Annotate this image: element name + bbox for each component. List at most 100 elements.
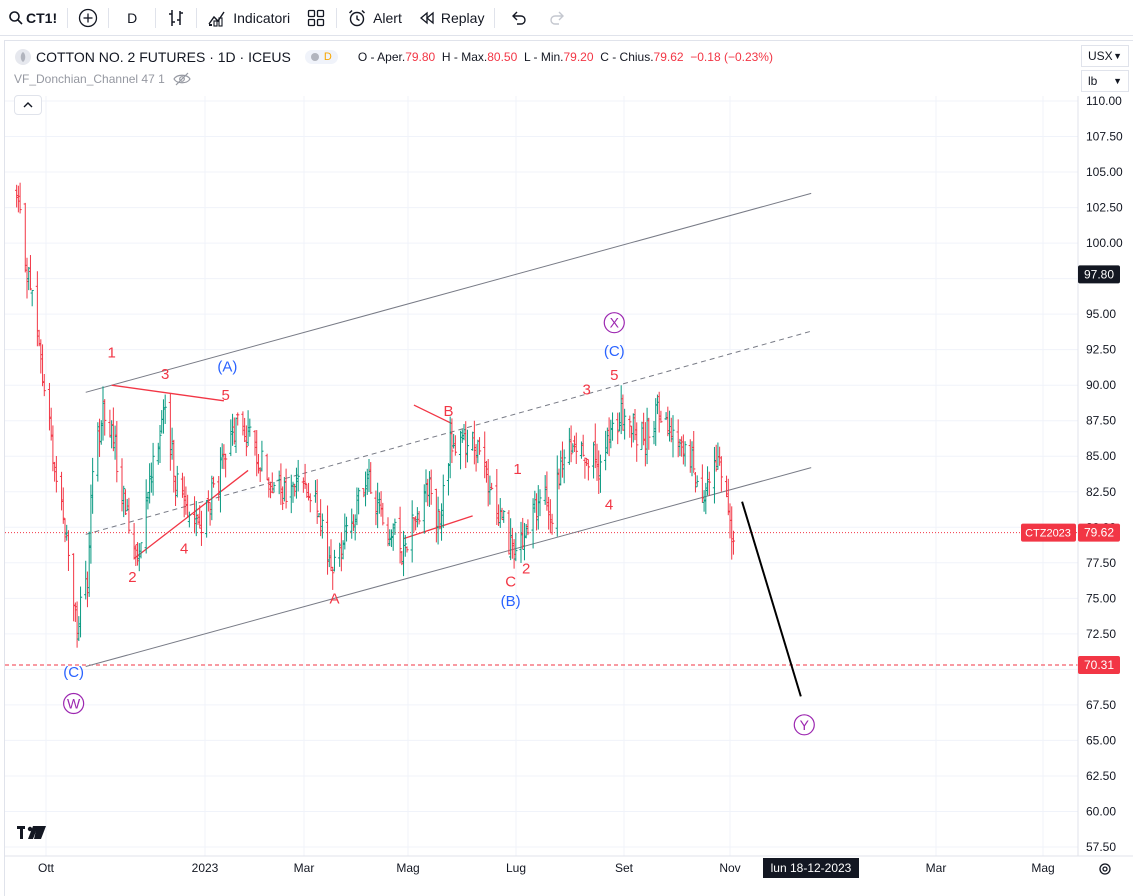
market-status-badge[interactable]: D (304, 50, 338, 64)
chart-grid (5, 96, 1078, 856)
wave-label: A (329, 590, 339, 607)
wave-label-text: X (610, 315, 620, 331)
ohlc-bar (483, 431, 487, 479)
price-tick-label: 65.00 (1086, 733, 1116, 747)
ohlc-bar (507, 510, 511, 555)
symbol-search-button[interactable]: CT1! (0, 0, 65, 36)
ohlc-bar (405, 546, 409, 553)
ohlc-bar (175, 465, 179, 498)
ohlc-bar (89, 484, 93, 564)
wave-label: 1 (513, 461, 521, 478)
ohlc-bar (173, 475, 178, 507)
ohlc-bar (388, 529, 392, 547)
price-tick-label: 110.00 (1086, 94, 1122, 108)
ohlc-bar (127, 497, 131, 534)
time-tick-label: Mag (1031, 861, 1054, 875)
chevron-down-icon: ▼ (1113, 51, 1122, 61)
ohlc-bar (393, 518, 397, 535)
chevron-down-icon: ▼ (1113, 76, 1122, 86)
ohlc-bar (160, 410, 164, 434)
ohlc-bar (488, 475, 492, 505)
top-toolbar: CT1! D Indicatori Alert Replay (0, 0, 1133, 36)
interval-button[interactable]: D (111, 0, 153, 36)
ohlc-bar (514, 532, 518, 562)
symbol-title[interactable]: COTTON NO. 2 FUTURES · 1D · ICEUS (36, 49, 291, 65)
ohlc-bar (16, 185, 20, 213)
ohlc-bar (712, 446, 717, 504)
ohlc-bar (398, 506, 402, 564)
red-line-line (413, 404, 453, 425)
price-tick-label: 77.50 (1086, 556, 1116, 570)
ohlc-bar (533, 490, 537, 513)
ohlc-bar (172, 439, 176, 493)
ohlc-bar (156, 442, 160, 465)
indicator-legend-row[interactable]: VF_Donchian_Channel 47 1 (14, 72, 191, 86)
replay-button[interactable]: Replay (410, 0, 493, 36)
eye-hidden-icon[interactable] (173, 72, 191, 86)
ohlc-bar (39, 339, 43, 374)
indicators-button[interactable]: Indicatori (199, 0, 298, 36)
ohlc-bar (319, 499, 323, 537)
collapse-legend-button[interactable] (14, 95, 42, 115)
ohlc-bar (367, 458, 371, 493)
open-value: 79.80 (405, 50, 436, 64)
time-axis[interactable]: Ott 2023 Mar Mag Lug Set Nov Mar Mag lun 18-12-20… (5, 855, 1133, 878)
ohlc-bar (30, 289, 34, 307)
ohlc-bar (108, 409, 112, 438)
settings-icon[interactable] (1099, 863, 1111, 875)
ohlc-bar (73, 602, 77, 622)
ohlc-bar (604, 430, 608, 471)
ohlc-bar (719, 456, 723, 492)
layout-button[interactable] (298, 0, 334, 36)
undo-button[interactable] (497, 0, 539, 36)
ohlc-bar (522, 522, 527, 561)
ohlc-bar (66, 530, 71, 571)
ohlc-bar (439, 503, 444, 541)
ohlc-bar (572, 435, 577, 452)
tradingview-logo (17, 826, 46, 839)
ohlc-bar (707, 471, 711, 496)
ohlc-bar (486, 459, 490, 507)
bar-chart-type-icon (169, 9, 184, 26)
alert-button[interactable]: Alert (339, 0, 410, 36)
ohlc-bar (519, 521, 523, 564)
grid-layout-icon (307, 9, 325, 26)
ohlc-bar (446, 463, 451, 496)
currency-select[interactable]: USX ▼ (1081, 45, 1129, 67)
ohlc-bar (474, 444, 478, 472)
ohlc-bar (714, 444, 718, 472)
price-tick-label: 82.50 (1086, 485, 1116, 499)
ohlc-bar (272, 482, 276, 493)
price-axis[interactable]: 110.00 107.50 105.00 102.50 100.00 97.80 95.00… (1021, 94, 1123, 856)
indicators-icon (208, 11, 225, 27)
price-marker-tag (1078, 523, 1120, 542)
unit-select[interactable]: lb ▼ (1081, 70, 1129, 92)
ohlc-bar (42, 374, 46, 397)
wave-label: 4 (180, 541, 188, 558)
ohlc-bar (555, 455, 559, 537)
ohlc-bar (85, 571, 90, 608)
ohlc-bar (255, 430, 259, 477)
ohlc-bar (623, 408, 627, 440)
price-tick-label: 105.00 (1086, 165, 1123, 179)
high-label: H - Max. (441, 50, 488, 64)
compare-button[interactable] (70, 0, 106, 36)
ohlc-bar (18, 182, 22, 214)
ohlc-bar (730, 506, 734, 560)
ohlc-bar (412, 517, 416, 533)
ohlc-bar (640, 421, 644, 451)
redo-button[interactable] (539, 0, 577, 36)
ohlc-bar (441, 474, 445, 529)
ohlc-bar (607, 417, 611, 457)
ohlc-bar (103, 399, 107, 436)
ohlc-bar (652, 420, 656, 445)
ohlc-bar (450, 418, 454, 464)
ohlc-bar (244, 425, 248, 457)
price-tick-label: 107.50 (1086, 130, 1123, 144)
chart-type-button[interactable] (158, 0, 194, 36)
price-tick-label: 100.00 (1086, 236, 1123, 250)
channel-lower-line (85, 467, 812, 668)
ohlc-bar (75, 601, 79, 648)
ohlc-bar (248, 418, 252, 437)
